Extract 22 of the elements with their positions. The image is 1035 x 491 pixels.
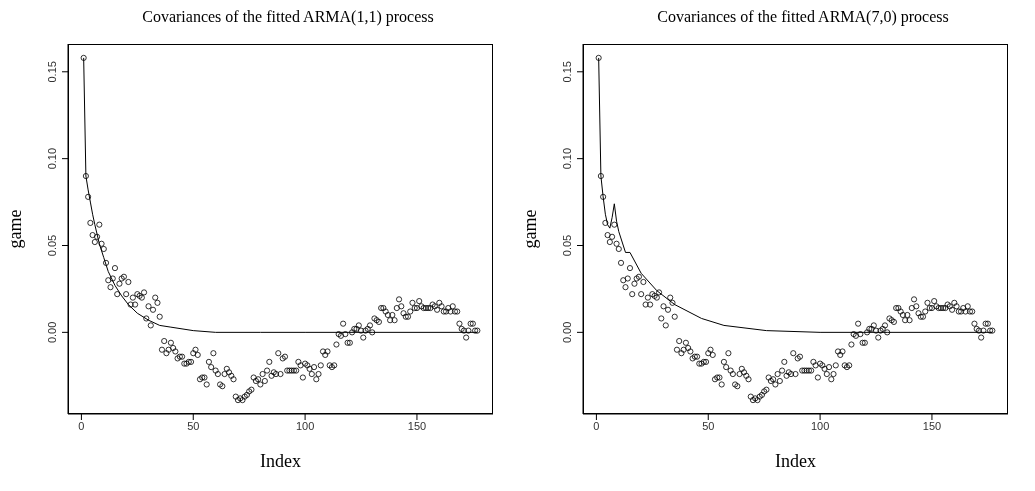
chart-title: Covariances of the fitted ARMA(7,0) process [656,8,950,28]
x-tick-label: 150 [407,419,427,432]
x-tick-label: 150 [922,419,942,432]
y-tick-label: 0.05 [46,234,58,257]
x-axis-title: Index [775,451,816,471]
x-tick-label: 100 [810,419,830,432]
y-tick-label: 0.00 [46,321,58,344]
x-tick-label: 50 [187,419,200,432]
y-tick-label: 0.10 [561,147,573,170]
y-tick-label: 0.15 [46,61,58,83]
x-tick-label: 100 [295,419,315,432]
y-axis-title: game [520,209,541,249]
x-axis-title: Index [260,451,301,471]
x-tick-label: 0 [593,419,600,432]
x-tick-label: 50 [702,419,715,432]
y-tick-label: 0.00 [561,321,573,344]
y-tick-label: 0.05 [561,234,573,257]
chart-title: Covariances of the fitted ARMA(1,1) process [141,8,435,28]
y-tick-label: 0.10 [46,147,58,170]
x-tick-label: 0 [78,419,85,432]
y-axis-title: game [5,209,26,249]
y-tick-label: 0.15 [561,61,573,83]
